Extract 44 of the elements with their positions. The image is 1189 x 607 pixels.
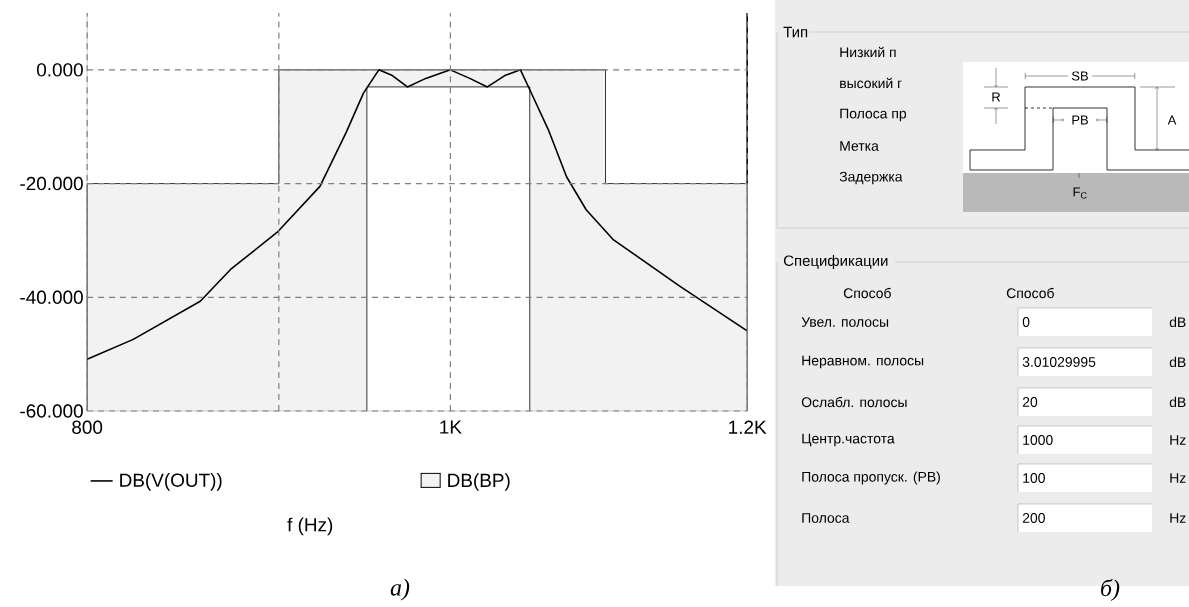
text: Низкий п	[840, 46, 896, 58]
y-tick-label: -20.000	[20, 176, 83, 191]
x-axis-title: f (Hz)	[287, 517, 333, 536]
text: 100	[1023, 473, 1045, 483]
x-tick-label: 1K	[440, 420, 462, 434]
text: Центр.частота	[802, 433, 895, 447]
text: Метка	[840, 141, 879, 151]
text: Ослабл. полосы	[801, 396, 907, 408]
text: R	[992, 92, 1001, 102]
text: A	[1167, 115, 1177, 125]
legend-label: DB(V(OUT))	[120, 473, 222, 491]
text: 20	[1022, 397, 1038, 407]
text: Увел. полосы	[801, 317, 889, 327]
text: Тип	[783, 26, 808, 38]
text: 200	[1022, 513, 1045, 523]
y-tick-label: 0.000	[36, 63, 83, 77]
text: PB	[1072, 115, 1088, 125]
text: dB	[1169, 356, 1186, 368]
y-tick-label: -60.000	[20, 404, 83, 418]
text: Способ	[843, 287, 891, 299]
text: 1000	[1023, 435, 1053, 445]
text: Задержка	[839, 171, 903, 185]
text: Полоса пр	[840, 108, 907, 122]
text: Полоса	[802, 513, 850, 523]
text: а)	[390, 578, 410, 601]
text: Спецификации	[783, 255, 888, 269]
y-tick-label: -40.000	[20, 290, 83, 304]
text: Hz	[1170, 435, 1186, 445]
legend-label: DB(BP)	[448, 473, 510, 491]
x-tick-label: 1.2K	[729, 420, 767, 434]
text: Способ	[1006, 287, 1054, 299]
text: б)	[1101, 578, 1120, 602]
text: Hz	[1170, 473, 1186, 483]
text: 0	[1022, 317, 1030, 327]
text: F$_{C}$	[1073, 187, 1087, 199]
text: dB	[1169, 396, 1186, 408]
x-tick-label: 800	[72, 420, 103, 434]
text: высокий г	[840, 77, 902, 89]
text: dB	[1169, 316, 1186, 328]
text: Неравном. полосы	[802, 355, 924, 369]
text: Hz	[1170, 513, 1186, 523]
text: Полоса пропуск. (PB)	[802, 471, 940, 485]
text: SB	[1071, 71, 1088, 81]
text: 3.01029995	[1022, 357, 1096, 367]
